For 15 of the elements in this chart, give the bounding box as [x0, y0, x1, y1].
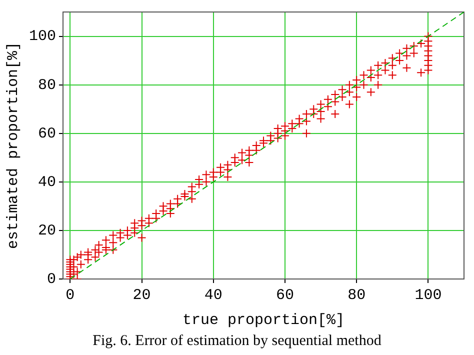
x-tick-label: 20 — [132, 286, 151, 304]
caption: Fig. 6. Error of estimation by sequential method — [92, 333, 382, 350]
y-tick-label: 80 — [38, 76, 56, 94]
x-tick-label: 100 — [414, 286, 442, 304]
x-tick-label: 60 — [276, 286, 294, 304]
x-tick-label: 40 — [204, 286, 222, 304]
y-tick-label: 60 — [38, 125, 56, 142]
y-tick-label: 0 — [46, 270, 56, 288]
y-axis-title: estimated proportion[%] — [4, 42, 22, 250]
x-tick-label: 0 — [66, 286, 75, 304]
y-tick-label: 100 — [28, 28, 56, 46]
y-tick-label: 20 — [38, 222, 56, 240]
y-tick-label: 40 — [38, 174, 56, 191]
x-tick-label: 80 — [348, 286, 366, 304]
x-axis-title: true proportion[%] — [182, 312, 345, 329]
